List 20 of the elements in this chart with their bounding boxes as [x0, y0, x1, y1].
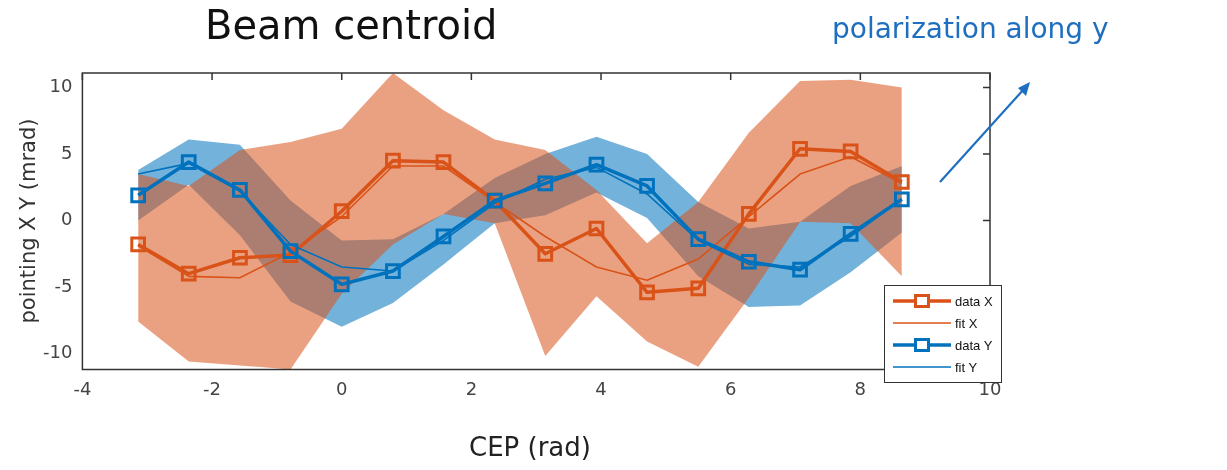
y-tick-label: 5 — [60, 141, 73, 163]
x-tick-label: 2 — [465, 377, 478, 399]
x-axis-title: CEP (rad) — [468, 432, 592, 462]
x-tick-label: -2 — [203, 377, 222, 399]
y-axis-title: pointing X Y (mrad) — [16, 118, 40, 324]
legend-label: data Y — [955, 337, 993, 353]
chart-title: Beam centroid — [205, 2, 498, 48]
text: polarization along y — [832, 12, 1109, 45]
legend-label: data X — [955, 293, 993, 309]
x-tick-label: 6 — [724, 377, 737, 399]
x-tick-label: 4 — [595, 377, 607, 399]
legend-label: fit Y — [955, 359, 978, 375]
x-tick-label: 8 — [854, 377, 867, 399]
y-tick-label: 10 — [49, 75, 73, 97]
y-tick-label: -5 — [54, 274, 73, 296]
y-tick-label: 0 — [60, 208, 73, 230]
x-tick-label: -4 — [73, 377, 92, 399]
y-tick-label: -10 — [42, 341, 73, 363]
legend-label: fit X — [955, 315, 978, 331]
x-tick-label: 0 — [335, 377, 348, 399]
